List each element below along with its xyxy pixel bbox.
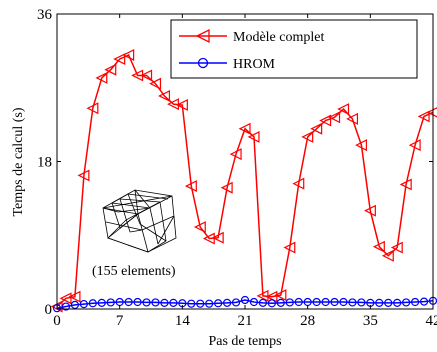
data-point-modele: [59, 292, 72, 305]
data-point-modele: [238, 122, 251, 135]
data-point-modele: [247, 130, 260, 143]
legend: Modèle complet HROM: [170, 19, 418, 79]
x-tick-label: 28: [300, 313, 315, 329]
data-point-modele: [140, 69, 153, 82]
data-point-hrom: [231, 298, 241, 307]
data-point-hrom: [133, 297, 142, 307]
data-point-modele: [337, 103, 350, 116]
data-point-hrom: [348, 298, 357, 307]
data-point-modele: [310, 122, 323, 135]
data-point-hrom: [410, 297, 420, 307]
data-point-modele: [86, 102, 99, 115]
data-point-modele: [175, 98, 188, 111]
data-point-modele: [193, 221, 206, 234]
data-point-modele: [417, 110, 430, 123]
data-point-modele: [346, 112, 359, 125]
series-line-hrom: [56, 299, 434, 309]
x-tick-label: 42: [426, 313, 437, 329]
data-point-hrom: [312, 297, 321, 307]
tick-labels: 0 7 14 21 28 35 42 0 18 36: [37, 7, 437, 329]
data-point-modele: [220, 181, 233, 194]
legend-marker-hrom: [197, 57, 209, 69]
chart-marks: [50, 49, 437, 313]
data-point-hrom: [402, 298, 411, 307]
data-point-hrom: [339, 297, 348, 307]
y-tick-label: 36: [37, 7, 53, 23]
legend-label-hrom: HROM: [233, 57, 276, 72]
data-point-hrom: [321, 297, 330, 307]
data-point-hrom: [357, 298, 366, 307]
data-point-modele: [328, 111, 341, 124]
data-point-modele: [229, 148, 242, 161]
data-point-modele: [149, 77, 162, 90]
legend-label-modele: Modèle complet: [233, 30, 324, 45]
x-tick-label: 21: [238, 313, 253, 329]
data-point-modele: [355, 139, 367, 152]
data-point-hrom: [419, 297, 429, 306]
data-point-hrom: [285, 298, 294, 307]
data-point-hrom: [61, 302, 71, 311]
legend-box: [170, 19, 418, 79]
data-point-modele: [319, 114, 332, 127]
data-point-hrom: [267, 299, 276, 308]
data-point-hrom: [393, 298, 402, 307]
data-point-hrom: [214, 299, 223, 308]
data-point-modele: [301, 130, 314, 143]
data-point-hrom: [196, 299, 205, 308]
data-point-modele: [283, 241, 296, 254]
data-point-hrom: [169, 298, 178, 307]
y-tick-label: 18: [37, 155, 52, 171]
data-point-modele: [363, 204, 376, 217]
y-axis-label: Temps de calcul (s): [11, 107, 26, 216]
mesh-annotation: (155 elements): [92, 264, 176, 279]
data-point-modele: [68, 290, 81, 303]
legend-marker-modele: [195, 28, 210, 44]
data-point-hrom: [240, 295, 250, 305]
data-point-hrom: [106, 298, 115, 307]
data-point-hrom: [151, 298, 160, 307]
data-point-modele: [158, 89, 171, 102]
x-tick-label: 14: [175, 313, 191, 329]
data-point-hrom: [79, 299, 88, 309]
data-point-modele: [113, 53, 126, 66]
y-tick-label: 0: [45, 302, 53, 318]
data-point-modele: [211, 231, 224, 244]
data-point-hrom: [124, 297, 133, 307]
x-tick-label: 0: [53, 313, 61, 329]
data-point-hrom: [258, 298, 268, 307]
data-point-hrom: [142, 298, 151, 307]
data-point-modele: [381, 249, 394, 262]
data-point-modele: [77, 169, 90, 182]
data-point-hrom: [222, 298, 232, 307]
data-point-hrom: [187, 299, 196, 308]
data-point-modele: [399, 178, 412, 191]
data-point-hrom: [276, 298, 285, 307]
x-tick-label: 35: [363, 313, 378, 329]
x-axis-label: Pas de temps: [208, 334, 281, 349]
data-point-modele: [274, 289, 287, 302]
data-point-modele: [390, 241, 403, 254]
data-point-modele: [95, 71, 108, 84]
x-tick-label: 7: [116, 313, 124, 329]
data-point-modele: [184, 180, 197, 193]
data-point-hrom: [88, 299, 97, 308]
data-point-hrom: [375, 298, 384, 307]
data-point-modele: [408, 139, 421, 152]
data-point-hrom: [205, 299, 214, 308]
data-point-modele: [292, 177, 305, 190]
data-point-hrom: [294, 297, 303, 307]
data-point-modele: [104, 63, 117, 76]
data-point-hrom: [384, 298, 393, 307]
mesh-inset-image: [102, 189, 177, 253]
data-point-hrom: [97, 298, 106, 307]
data-point-hrom: [330, 297, 339, 307]
data-point-modele: [372, 240, 385, 253]
data-point-hrom: [160, 298, 169, 307]
series-line-modele: [56, 53, 434, 308]
data-point-hrom: [249, 297, 259, 307]
data-point-modele: [122, 49, 135, 61]
data-point-hrom: [70, 300, 80, 310]
